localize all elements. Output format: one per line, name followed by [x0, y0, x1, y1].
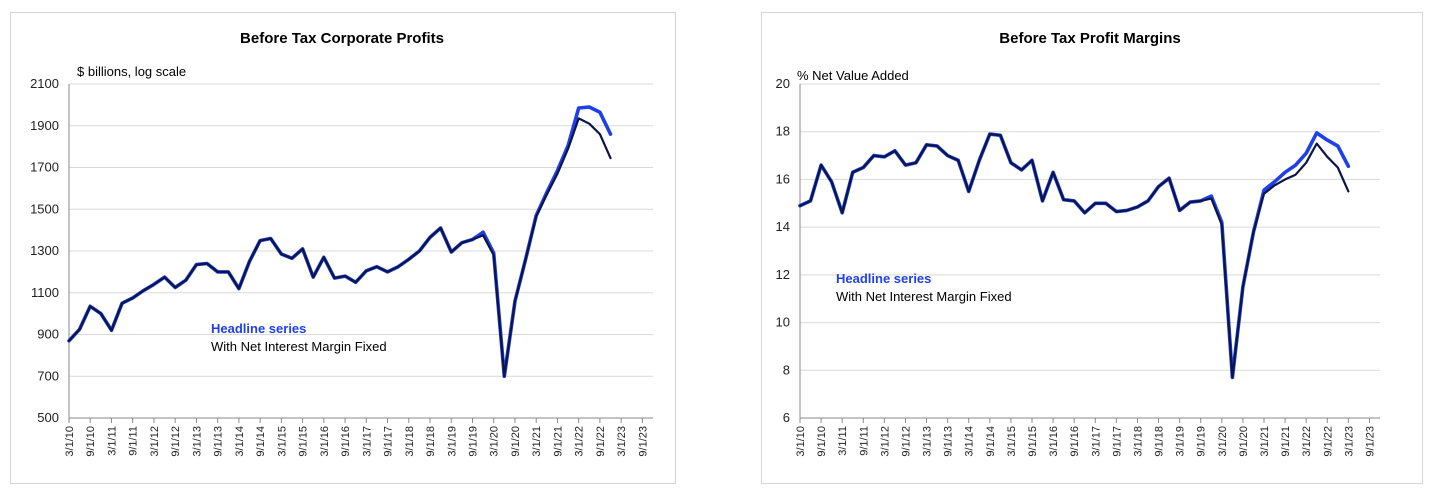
y-tick-label: 900 [37, 327, 59, 342]
x-tick-label: 3/1/15 [1006, 426, 1018, 457]
x-tick-label: 3/1/11 [837, 426, 849, 456]
x-tick-label: 9/1/11 [858, 426, 870, 456]
x-tick-label: 3/1/10 [795, 426, 807, 457]
x-tick-label: 3/1/23 [1343, 426, 1355, 457]
legend-headline: Headline series [211, 321, 306, 336]
y-unit-label: % Net Value Added [797, 68, 909, 83]
y-tick-label: 1700 [30, 160, 59, 175]
x-tick-label: 9/1/20 [1238, 426, 1250, 457]
legend-headline: Headline series [836, 271, 931, 286]
x-tick-label: 9/1/15 [1027, 426, 1039, 457]
x-tick-label: 9/1/16 [1069, 426, 1081, 457]
x-tick-label: 9/1/14 [985, 426, 997, 457]
x-tick-label: 3/1/21 [531, 426, 543, 457]
x-tick-label: 9/1/22 [595, 426, 607, 457]
x-tick-label: 9/1/17 [383, 426, 395, 457]
legend-fixed: With Net Interest Margin Fixed [836, 289, 1012, 304]
legend-fixed: With Net Interest Margin Fixed [211, 339, 387, 354]
x-tick-label: 9/1/21 [1280, 426, 1292, 457]
chart-corporate-profits: Before Tax Corporate Profits $ billions, … [30, 30, 653, 457]
chart-title: Before Tax Corporate Profits [240, 30, 444, 47]
x-tick-label: 3/1/14 [964, 426, 976, 457]
x-tick-label: 9/1/18 [425, 426, 437, 457]
x-tick-label: 9/1/13 [213, 426, 225, 457]
x-tick-label: 9/1/23 [1364, 426, 1376, 457]
x-tick-label: 3/1/21 [1259, 426, 1271, 457]
x-tick-label: 3/1/20 [1217, 426, 1229, 457]
x-tick-label: 9/1/20 [510, 426, 522, 457]
chart-panel-profit-margins: Before Tax Profit Margins % Net Value Add… [761, 12, 1423, 484]
x-tick-label: 9/1/10 [85, 426, 97, 457]
y-tick-label: 14 [776, 219, 790, 234]
chart-profit-margins: Before Tax Profit Margins % Net Value Add… [776, 30, 1380, 457]
x-tick-label: 3/1/10 [64, 426, 76, 457]
x-tick-label: 3/1/17 [361, 426, 373, 457]
x-tick-label: 3/1/20 [489, 426, 501, 457]
y-tick-label: 16 [776, 171, 790, 186]
x-tick-label: 9/1/18 [1154, 426, 1166, 457]
x-tick-label: 3/1/23 [616, 426, 628, 457]
y-unit-label: $ billions, log scale [77, 64, 186, 79]
series-line-headline [798, 131, 1351, 380]
x-tick-label: 9/1/12 [900, 426, 912, 457]
x-tick-label: 3/1/18 [1132, 426, 1144, 457]
x-tick-label: 3/1/16 [1048, 426, 1060, 457]
x-tick-label: 3/1/18 [404, 426, 416, 457]
x-tick-label: 3/1/19 [1175, 426, 1187, 457]
x-tick-label: 9/1/23 [637, 426, 649, 457]
x-tick-label: 3/1/22 [1301, 426, 1313, 457]
chart-title: Before Tax Profit Margins [999, 30, 1180, 47]
y-tick-label: 20 [776, 76, 790, 91]
x-tick-label: 9/1/13 [943, 426, 955, 457]
series-line-fixed [798, 132, 1350, 379]
y-tick-label: 6 [783, 410, 790, 425]
x-tick-label: 3/1/11 [106, 426, 118, 456]
x-tick-label: 3/1/12 [149, 426, 161, 457]
x-tick-label: 9/1/21 [552, 426, 564, 457]
y-tick-label: 18 [776, 124, 790, 139]
x-tick-label: 3/1/13 [191, 426, 203, 457]
y-tick-label: 700 [37, 368, 59, 383]
x-tick-label: 3/1/22 [574, 426, 586, 457]
y-tick-label: 8 [783, 362, 790, 377]
y-tick-label: 1900 [30, 118, 59, 133]
x-tick-label: 3/1/17 [1090, 426, 1102, 457]
x-tick-label: 9/1/19 [467, 426, 479, 457]
x-tick-label: 9/1/11 [128, 426, 140, 456]
x-tick-label: 9/1/12 [170, 426, 182, 457]
x-tick-label: 9/1/15 [298, 426, 310, 457]
series-line-fixed [67, 117, 612, 378]
x-tick-label: 9/1/22 [1322, 426, 1334, 457]
y-tick-label: 1500 [30, 201, 59, 216]
x-tick-label: 3/1/16 [319, 426, 331, 457]
x-tick-label: 9/1/17 [1111, 426, 1123, 457]
x-tick-label: 3/1/14 [234, 426, 246, 457]
x-tick-label: 9/1/19 [1196, 426, 1208, 457]
x-tick-label: 3/1/13 [922, 426, 934, 457]
x-tick-label: 3/1/12 [879, 426, 891, 457]
x-tick-label: 3/1/15 [276, 426, 288, 457]
x-tick-label: 9/1/16 [340, 426, 352, 457]
y-tick-label: 10 [776, 315, 790, 330]
y-tick-label: 500 [37, 410, 59, 425]
y-tick-label: 12 [776, 267, 790, 282]
x-tick-label: 9/1/10 [816, 426, 828, 457]
y-tick-label: 1100 [31, 285, 59, 300]
y-tick-label: 1300 [30, 243, 59, 258]
x-tick-label: 9/1/14 [255, 426, 267, 457]
x-tick-label: 3/1/19 [446, 426, 458, 457]
y-tick-label: 2100 [30, 76, 59, 91]
chart-panel-corporate-profits: Before Tax Corporate Profits $ billions, … [10, 12, 676, 484]
